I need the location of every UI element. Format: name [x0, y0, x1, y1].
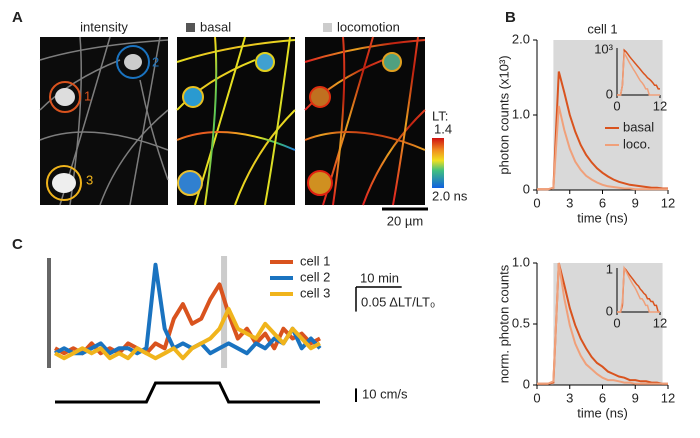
speed-trace [55, 381, 320, 404]
intensity-image [39, 36, 169, 206]
basal-image [176, 36, 296, 206]
x-axis-label: time (ns) [577, 405, 628, 420]
legend-label: basal [623, 119, 654, 134]
cell-label: 3 [86, 172, 93, 187]
y-tick-label: 1.0 [512, 254, 530, 269]
cell-label: 2 [152, 54, 159, 69]
panel-label: A [12, 9, 23, 26]
legend-label: cell 3 [300, 285, 330, 300]
y-tick-label: 0.5 [512, 315, 530, 330]
scale-bar-label: 10 cm/s [362, 387, 408, 402]
legend-swatch [323, 23, 332, 32]
shaded-region [553, 263, 663, 385]
legend-label: cell 2 [300, 269, 330, 284]
line-series [54, 262, 322, 356]
y-axis-label: norm. photon counts [496, 264, 511, 383]
y-tick-label: 0 [523, 376, 530, 391]
highlight [221, 256, 228, 368]
cell-label: 1 [84, 88, 91, 103]
colorbar-title: LT: [432, 108, 448, 123]
x-tick-label: 0 [533, 390, 540, 405]
legend-swatch [186, 23, 195, 32]
line-series [54, 282, 321, 356]
x-tick-label: 6 [599, 390, 606, 405]
x-tick-label: 9 [632, 390, 639, 405]
inset-line [617, 265, 660, 313]
x-tick-label: 12 [661, 390, 675, 405]
x-axis-label: time (ns) [577, 210, 628, 225]
x-tick-label: 6 [599, 195, 606, 210]
scale-bar-label: 20 µm [387, 213, 423, 228]
line-series [537, 262, 668, 385]
y-axis-label: photon counts (x10³) [496, 55, 511, 174]
inset-y-tick-label: 1 [606, 261, 613, 276]
colorbar-label: 1.4 [434, 121, 452, 136]
x-tick-label: 3 [566, 390, 573, 405]
inset-x-tick-label: 0 [613, 315, 620, 330]
inset-y-tick-label: 0 [606, 303, 613, 318]
x-tick-label: 12 [661, 195, 675, 210]
panel-label: C [12, 236, 23, 253]
line-series [537, 105, 668, 191]
y-tick-label: 1.0 [512, 106, 530, 121]
line-series [537, 71, 668, 191]
panel-label: B [505, 9, 516, 26]
inset-y-tick-label: 10³ [594, 41, 613, 56]
shaded-region [553, 40, 663, 190]
scale-bar-label: 0.05 ΔLT/LT₀ [361, 294, 435, 309]
colorbar [432, 138, 444, 188]
inset-line [617, 50, 660, 96]
legend-label: loco. [623, 136, 650, 151]
image-header: basal [200, 19, 231, 34]
x-tick-label: 9 [632, 195, 639, 210]
image-header: locomotion [337, 19, 400, 34]
colorbar-label: 2.0 ns [432, 188, 468, 203]
inset-x-tick-label: 0 [613, 98, 620, 113]
inset-x-tick-label: 12 [653, 315, 667, 330]
x-tick-label: 3 [566, 195, 573, 210]
chart-title: cell 1 [587, 21, 617, 36]
scale-bar-label: 10 min [360, 270, 399, 285]
locomotion-image [304, 36, 426, 206]
y-tick-label: 2.0 [512, 31, 530, 46]
inset-y-tick-label: 0 [606, 86, 613, 101]
y-tick-label: 0 [523, 181, 530, 196]
line-series [54, 307, 321, 361]
inset-line [617, 48, 660, 96]
x-tick-label: 0 [533, 195, 540, 210]
image-header: intensity [80, 19, 128, 34]
legend-label: cell 1 [300, 253, 330, 268]
inset-x-tick-label: 12 [653, 98, 667, 113]
